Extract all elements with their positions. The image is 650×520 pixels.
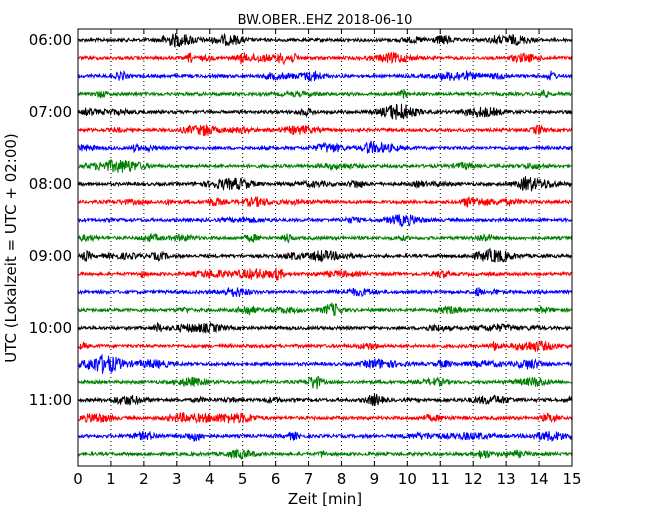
- plot-frame: [77, 28, 573, 467]
- frame-layer: [77, 28, 573, 467]
- x-tick-label: 12: [464, 470, 483, 488]
- seismogram-trace: [77, 353, 573, 374]
- y-tick-label: 11:00: [29, 391, 72, 409]
- x-tick-label: 4: [205, 470, 215, 488]
- grid-layer: [110, 29, 540, 466]
- seismogram-trace: [77, 375, 573, 390]
- seismogram-trace: [77, 103, 573, 120]
- seismogram-trace: [77, 69, 573, 83]
- x-tick-label: 3: [172, 470, 182, 488]
- x-tick-label: 1: [106, 470, 116, 488]
- seismogram-trace: [77, 267, 573, 282]
- x-tick-label: 0: [73, 470, 83, 488]
- seismogram-trace: [77, 32, 573, 48]
- chart-title: BW.OBER..EHZ 2018-06-10: [238, 13, 413, 28]
- seismogram-trace: [77, 51, 573, 66]
- tick-layer: 0 1 2 3 4 5 6 7 8 9 10 11 12 13 14 1506:0007:0008:0009:…: [29, 29, 582, 488]
- seismogram-trace: [77, 247, 573, 263]
- trace-layer: [77, 32, 573, 461]
- x-tick-label: 9: [370, 470, 380, 488]
- x-tick-label: 6: [271, 470, 281, 488]
- x-tick-label: 15: [562, 470, 581, 488]
- y-axis-label: UTC (Lokalzeit = UTC + 02:00): [2, 133, 20, 363]
- y-tick-label: 07:00: [29, 103, 72, 121]
- x-tick-label: 14: [530, 470, 549, 488]
- seismogram-trace: [77, 287, 573, 298]
- x-tick-label: 13: [497, 470, 516, 488]
- seismogram-trace: [77, 448, 573, 461]
- seismogram-trace: [77, 393, 573, 407]
- seismogram-trace: [77, 340, 573, 353]
- seismogram-trace: [77, 214, 573, 228]
- x-tick-label: 2: [139, 470, 149, 488]
- x-tick-label: 5: [238, 470, 248, 488]
- x-tick-label: 11: [431, 470, 450, 488]
- y-tick-label: 10:00: [29, 319, 72, 337]
- x-tick-label: 7: [304, 470, 314, 488]
- seismogram-trace: [77, 321, 573, 334]
- seismogram-trace: [77, 140, 573, 154]
- seismogram-trace: [77, 159, 573, 173]
- seismogram-trace: [77, 232, 573, 244]
- seismogram-trace: [77, 302, 573, 316]
- seismogram-trace: [77, 88, 573, 99]
- x-axis-label: Zeit [min]: [288, 490, 362, 508]
- x-tick-label: 8: [337, 470, 347, 488]
- y-tick-label: 08:00: [29, 175, 72, 193]
- seismogram-trace: [77, 124, 573, 136]
- seismogram-trace: [77, 176, 573, 192]
- seismogram-trace: [77, 430, 573, 442]
- x-tick-label: 10: [398, 470, 417, 488]
- y-tick-label: 06:00: [29, 31, 72, 49]
- seismogram-trace: [77, 196, 573, 208]
- seismogram-trace: [77, 411, 573, 424]
- y-tick-label: 09:00: [29, 247, 72, 265]
